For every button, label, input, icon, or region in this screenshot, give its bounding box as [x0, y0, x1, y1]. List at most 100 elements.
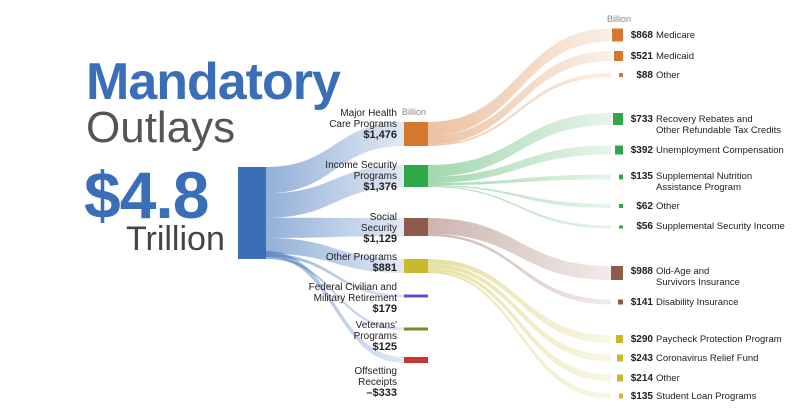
subitem-amount: $988	[630, 266, 653, 277]
subitem-name: Medicare	[656, 30, 695, 41]
category-label-income-security-programs: Income Security Programs $1,376	[325, 160, 397, 193]
subitem-amount: $243	[630, 353, 653, 364]
category-amount: $1,376	[363, 181, 397, 193]
flow-other-programs-sub-0	[428, 259, 611, 343]
category-name-line: Security	[360, 223, 397, 234]
node-income-security-programs	[404, 165, 428, 187]
node-income-security-programs-sub-2	[619, 174, 623, 180]
category-name-line: Receipts	[358, 377, 397, 388]
node-major-health-care-programs-sub-1	[614, 51, 623, 61]
node-social-security	[404, 218, 428, 236]
category-name-line: Programs	[353, 171, 397, 182]
node-social-security-sub-0	[611, 266, 623, 280]
node-other-programs-sub-2	[617, 374, 623, 382]
node-major-health-care-programs-sub-0	[612, 28, 623, 42]
subitem-amount: $214	[630, 373, 653, 384]
flow-other-programs-sub-3	[428, 270, 611, 399]
flow-social-security-sub-0	[428, 218, 611, 280]
subitem-name: Unemployment Compensation	[656, 145, 784, 156]
subitem-amount: $62	[636, 201, 653, 212]
flow-income-security-programs-sub-4	[428, 186, 611, 229]
node-income-security-programs-sub-1	[615, 145, 623, 155]
node-veterans-programs	[404, 327, 428, 331]
unit-label-right: Billion	[607, 14, 632, 24]
total-unit: Trillion	[126, 220, 225, 258]
subitem-amount: $135	[630, 171, 653, 182]
flow-income-security-programs-sub-1	[428, 145, 611, 183]
flow-total-to-major-health-care-programs	[266, 122, 404, 194]
subitem-name: Other	[656, 373, 680, 384]
node-offsetting-receipts	[404, 357, 428, 363]
category-name-line: Care Programs	[329, 119, 397, 130]
node-income-security-programs-sub-4	[619, 225, 623, 229]
subitem-amount: $88	[636, 70, 653, 81]
chart-title-line2: Outlays	[86, 103, 236, 152]
subitem-amount: $733	[630, 114, 653, 125]
node-other-programs-sub-0	[616, 335, 623, 343]
subitem-amount: $521	[630, 51, 653, 62]
node-other-programs	[404, 259, 428, 273]
subitem-amount: $868	[630, 30, 653, 41]
subitem-name: Coronavirus Relief Fund	[656, 353, 758, 364]
subitem-name-line: Assistance Program	[656, 182, 742, 193]
subitem-name-line: Supplemental Nutrition	[656, 171, 753, 182]
category-amount: $125	[372, 341, 397, 353]
subitem-amount: $392	[630, 145, 653, 156]
category-name-line: Veterans'	[355, 320, 397, 331]
category-label-other-programs: Other Programs $881	[326, 252, 397, 274]
flow-total-to-veterans-programs	[266, 256, 404, 331]
subitem-name-line: Other	[656, 70, 680, 81]
node-major-health-care-programs	[404, 122, 428, 146]
category-name-line: Other Programs	[325, 252, 397, 263]
category-amount: $1,129	[363, 233, 397, 245]
subitem-amount: $290	[630, 334, 653, 345]
subitem-name-line: Medicare	[656, 30, 696, 41]
category-label-veterans-programs: Veterans' Programs $125	[354, 320, 397, 353]
total-value: $4.8	[84, 158, 209, 232]
category-amount: $1,476	[363, 129, 397, 141]
subitem-name: Paycheck Protection Program	[656, 334, 782, 345]
subitem-name: Student Loan Programs	[656, 391, 756, 402]
flow-total-to-federal-civilian-and-military-retirement	[266, 253, 404, 298]
node-social-security-sub-1	[618, 299, 623, 305]
category-name-line: Federal Civilian and	[308, 282, 397, 293]
subitem-name: Other	[656, 70, 680, 81]
subitem-name: Other	[656, 201, 680, 212]
flow-income-security-programs-sub-2	[428, 174, 611, 186]
subitem-name-line: Medicaid	[656, 51, 695, 62]
flow-major-health-care-programs-sub-1	[428, 51, 611, 145]
subitem-name: Supplemental Security Income	[656, 221, 785, 232]
subitem-name: Old-Age and Survivors Insurance	[656, 266, 740, 288]
flow-other-programs-sub-1	[428, 263, 611, 362]
node-income-security-programs-sub-3	[619, 204, 623, 208]
subitem-name-line: Recovery Rebates and	[656, 114, 753, 125]
category-label-federal-civilian-and-military-retirement: Federal Civilian and Military Retirement $…	[309, 282, 397, 315]
node-federal-civilian-and-military-retirement	[404, 294, 428, 298]
flow-social-security-sub-1	[428, 233, 611, 305]
flow-total-to-social-security	[266, 217, 404, 238]
subitem-name-line: Other	[656, 201, 680, 212]
subitem-amount: $141	[630, 297, 653, 308]
node-major-health-care-programs-sub-2	[619, 73, 623, 77]
subitem-name: Medicaid	[656, 51, 694, 62]
subitem-name-line: Student Loan Programs	[656, 391, 757, 402]
category-name-line: Social	[369, 212, 397, 223]
category-label-offsetting-receipts: Offsetting Receipts –$333	[354, 366, 397, 399]
flow-total-to-offsetting-receipts	[266, 251, 404, 363]
subitem-name-line: Survivors Insurance	[656, 277, 740, 288]
subitem-name-line: Disability Insurance	[656, 297, 739, 308]
subitem-name-line: Other	[656, 373, 680, 384]
category-amount: –$333	[366, 387, 397, 399]
category-name-line: Programs	[353, 331, 397, 342]
unit-label-middle: Billion	[402, 107, 427, 117]
category-amount: $179	[372, 303, 397, 315]
subitem-amount: $135	[630, 391, 653, 402]
subitem-name: Disability Insurance	[656, 297, 738, 308]
subitem-name: Recovery Rebates and Other Refundable Tax…	[656, 114, 781, 136]
subitem-name: Supplemental Nutrition Assistance Program	[656, 171, 752, 193]
category-label-major-health-care-programs: Major Health Care Programs $1,476	[329, 108, 397, 141]
subitem-amount: $56	[636, 221, 653, 232]
subitem-name-line: Coronavirus Relief Fund	[656, 353, 759, 364]
